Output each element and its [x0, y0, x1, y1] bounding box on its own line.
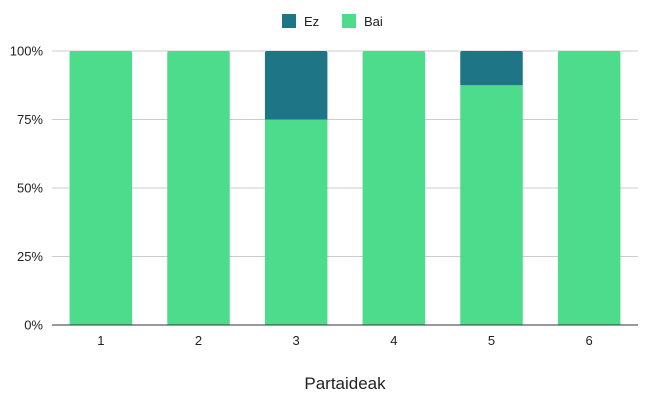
x-tick-label: 5: [488, 333, 495, 348]
y-tick-label: 25%: [17, 249, 43, 264]
x-tick-label: 6: [586, 333, 593, 348]
y-tick-label: 100%: [10, 44, 44, 59]
gridlines: [52, 50, 638, 257]
bar-ez-3: [264, 51, 328, 120]
legend-swatch-bai: [342, 14, 356, 28]
y-tick-label: 50%: [17, 181, 43, 196]
x-axis-tick-labels: 1 2 3 4 5 6: [97, 333, 593, 348]
x-tick-label: 4: [390, 333, 397, 348]
bar-bai-6: [557, 51, 621, 325]
bar-bai-3: [264, 119, 328, 325]
x-tick-label: 2: [195, 333, 202, 348]
legend-swatch-ez: [282, 14, 296, 28]
legend: Ez Bai: [282, 14, 383, 29]
bar-bai-4: [362, 51, 426, 325]
legend-label-ez: Ez: [304, 14, 319, 29]
x-tick-label: 1: [97, 333, 104, 348]
bar-bai-2: [167, 51, 230, 325]
bar-ez-5: [460, 51, 523, 86]
legend-label-bai: Bai: [364, 14, 383, 29]
x-axis-title: Partaideak: [304, 374, 386, 393]
y-axis-tick-labels: 0% 25% 50% 75% 100%: [10, 44, 44, 333]
y-tick-label: 75%: [17, 112, 43, 127]
bar-bai-1: [69, 51, 133, 325]
y-tick-label: 0%: [24, 318, 43, 333]
x-tick-label: 3: [293, 333, 300, 348]
bar-bai-5: [460, 85, 523, 325]
bars: [69, 51, 621, 325]
